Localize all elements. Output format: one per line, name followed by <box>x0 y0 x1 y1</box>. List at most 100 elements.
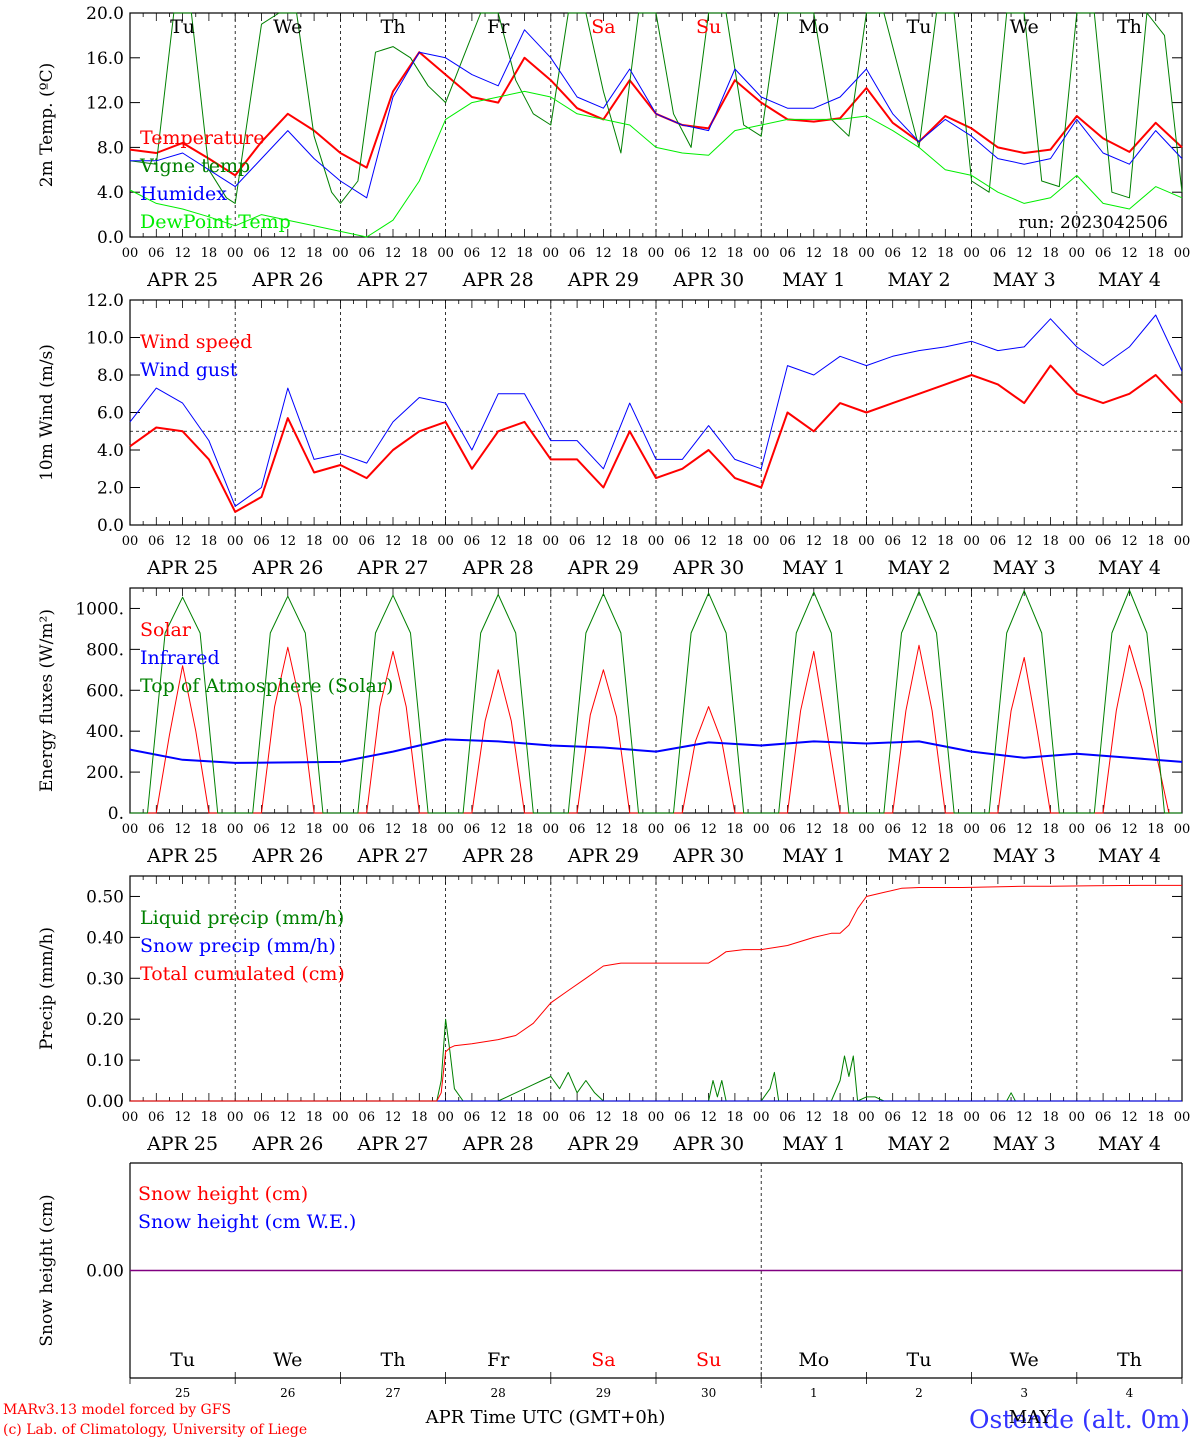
precip-ytick-label: 0.30 <box>86 969 124 989</box>
temp-hour-label: 00 <box>227 246 244 261</box>
precip-hour-label: 12 <box>595 1110 612 1125</box>
energy-hour-label: 00 <box>122 822 139 837</box>
wind-hour-label: 00 <box>858 534 875 549</box>
energy-date-label: MAY 3 <box>993 845 1056 867</box>
temp-day-name: Fr <box>487 16 510 38</box>
temp-day-name: Su <box>696 16 721 38</box>
temp-day-name: Tu <box>907 16 932 38</box>
temp-ytick-label: 8.0 <box>97 138 124 158</box>
precip-hour-label: 12 <box>174 1110 191 1125</box>
snow-ylabel: Snow height (cm) <box>37 1194 57 1346</box>
precip-ylabel: Precip (mm/h) <box>37 927 57 1050</box>
precip-hour-label: 06 <box>990 1110 1007 1125</box>
temp-hour-label: 06 <box>674 246 691 261</box>
temp-date-label: APR 25 <box>146 269 218 291</box>
precip-hour-label: 12 <box>490 1110 507 1125</box>
temp-date-label: APR 28 <box>462 269 534 291</box>
precip-hour-label: 06 <box>148 1110 165 1125</box>
energy-hour-label: 06 <box>569 822 586 837</box>
energy-ytick-label: 200. <box>86 763 124 783</box>
energy-hour-label: 12 <box>911 822 928 837</box>
temp-date-label: MAY 2 <box>887 269 950 291</box>
wind-date-label: MAY 1 <box>782 557 845 579</box>
wind-frame <box>129 299 1183 526</box>
snow-legend-0: Snow height (cm) <box>138 1183 308 1205</box>
precip-date-label: APR 26 <box>251 1133 323 1155</box>
energy-hour-label: 00 <box>648 822 665 837</box>
precip-date-label: APR 25 <box>146 1133 218 1155</box>
energy-date-label: APR 30 <box>672 845 744 867</box>
temp-date-label: MAY 3 <box>993 269 1056 291</box>
wind-hour-label: 06 <box>148 534 165 549</box>
precip-hour-label: 12 <box>1121 1110 1138 1125</box>
snow-day-name: Th <box>381 1349 406 1371</box>
energy-hour-label: 06 <box>990 822 1007 837</box>
temp-hour-label: 00 <box>122 246 139 261</box>
wind-ytick-label: 2.0 <box>97 479 124 499</box>
energy-hour-label: 00 <box>858 822 875 837</box>
wind-hour-label: 00 <box>753 534 770 549</box>
temp-hour-label: 12 <box>280 246 297 261</box>
energy-hour-label: 00 <box>963 822 980 837</box>
snow-legend-1: Snow height (cm W.E.) <box>138 1211 356 1233</box>
precip-hour-label: 12 <box>1016 1110 1033 1125</box>
energy-hour-label: 00 <box>1069 822 1086 837</box>
energy-hour-label: 18 <box>411 822 428 837</box>
snow-ytick-label: 0.00 <box>86 1262 124 1282</box>
precip-series-total-cumulated-cm <box>130 884 1182 1102</box>
wind-hour-label: 18 <box>411 534 428 549</box>
precip-hour-label: 18 <box>411 1110 428 1125</box>
energy-hour-label: 18 <box>937 822 954 837</box>
energy-hour-label: 18 <box>1147 822 1164 837</box>
energy-hour-label: 12 <box>490 822 507 837</box>
temp-hour-label: 00 <box>1174 246 1191 261</box>
wind-date-label: APR 26 <box>251 557 323 579</box>
temp-hour-label: 12 <box>1121 246 1138 261</box>
temp-day-name: Th <box>1117 16 1142 38</box>
wind-hour-label: 12 <box>806 534 823 549</box>
run-label: run: 2023042506 <box>1019 213 1168 233</box>
temp-hour-label: 12 <box>700 246 717 261</box>
snow-day-name: Tu <box>907 1349 932 1371</box>
wind-date-label: APR 25 <box>146 557 218 579</box>
precip-date-label: APR 29 <box>567 1133 639 1155</box>
wind-hour-label: 12 <box>595 534 612 549</box>
precip-date-label: APR 28 <box>462 1133 534 1155</box>
wind-date-label: MAY 2 <box>887 557 950 579</box>
precip-hour-label: 06 <box>464 1110 481 1125</box>
temp-hour-label: 06 <box>990 246 1007 261</box>
energy-hour-label: 12 <box>595 822 612 837</box>
wind-hour-label: 06 <box>569 534 586 549</box>
precip-hour-label: 00 <box>858 1110 875 1125</box>
energy-ylabel: Energy fluxes (W/m²) <box>37 609 57 792</box>
temp-date-label: MAY 1 <box>782 269 845 291</box>
wind-hour-label: 00 <box>332 534 349 549</box>
temp-date-label: MAY 4 <box>1098 269 1161 291</box>
wind-date-label: MAY 4 <box>1098 557 1161 579</box>
snow-day-name: Tu <box>170 1349 195 1371</box>
precip-hour-label: 18 <box>727 1110 744 1125</box>
temp-hour-label: 18 <box>1147 246 1164 261</box>
temp-hour-label: 18 <box>937 246 954 261</box>
wind-date-label: APR 27 <box>356 557 428 579</box>
temp-day-name: We <box>273 16 302 38</box>
energy-ytick-label: 400. <box>86 722 124 742</box>
wind-hour-label: 00 <box>227 534 244 549</box>
precip-ytick-label: 0.40 <box>86 928 124 948</box>
wind-hour-label: 12 <box>174 534 191 549</box>
wind-hour-label: 06 <box>884 534 901 549</box>
energy-hour-label: 18 <box>201 822 218 837</box>
wind-ytick-label: 8.0 <box>97 366 124 386</box>
energy-hour-label: 00 <box>227 822 244 837</box>
precip-legend-2: Total cumulated (cm) <box>140 963 345 985</box>
wind-ytick-label: 6.0 <box>97 404 124 424</box>
precip-hour-label: 18 <box>201 1110 218 1125</box>
snow-day-number: 1 <box>810 1386 818 1400</box>
precip-hour-label: 18 <box>1147 1110 1164 1125</box>
wind-border <box>129 299 1183 526</box>
snow-day-name: Th <box>1117 1349 1142 1371</box>
energy-hour-label: 12 <box>385 822 402 837</box>
precip-hour-label: 18 <box>306 1110 323 1125</box>
wind-hour-label: 12 <box>385 534 402 549</box>
